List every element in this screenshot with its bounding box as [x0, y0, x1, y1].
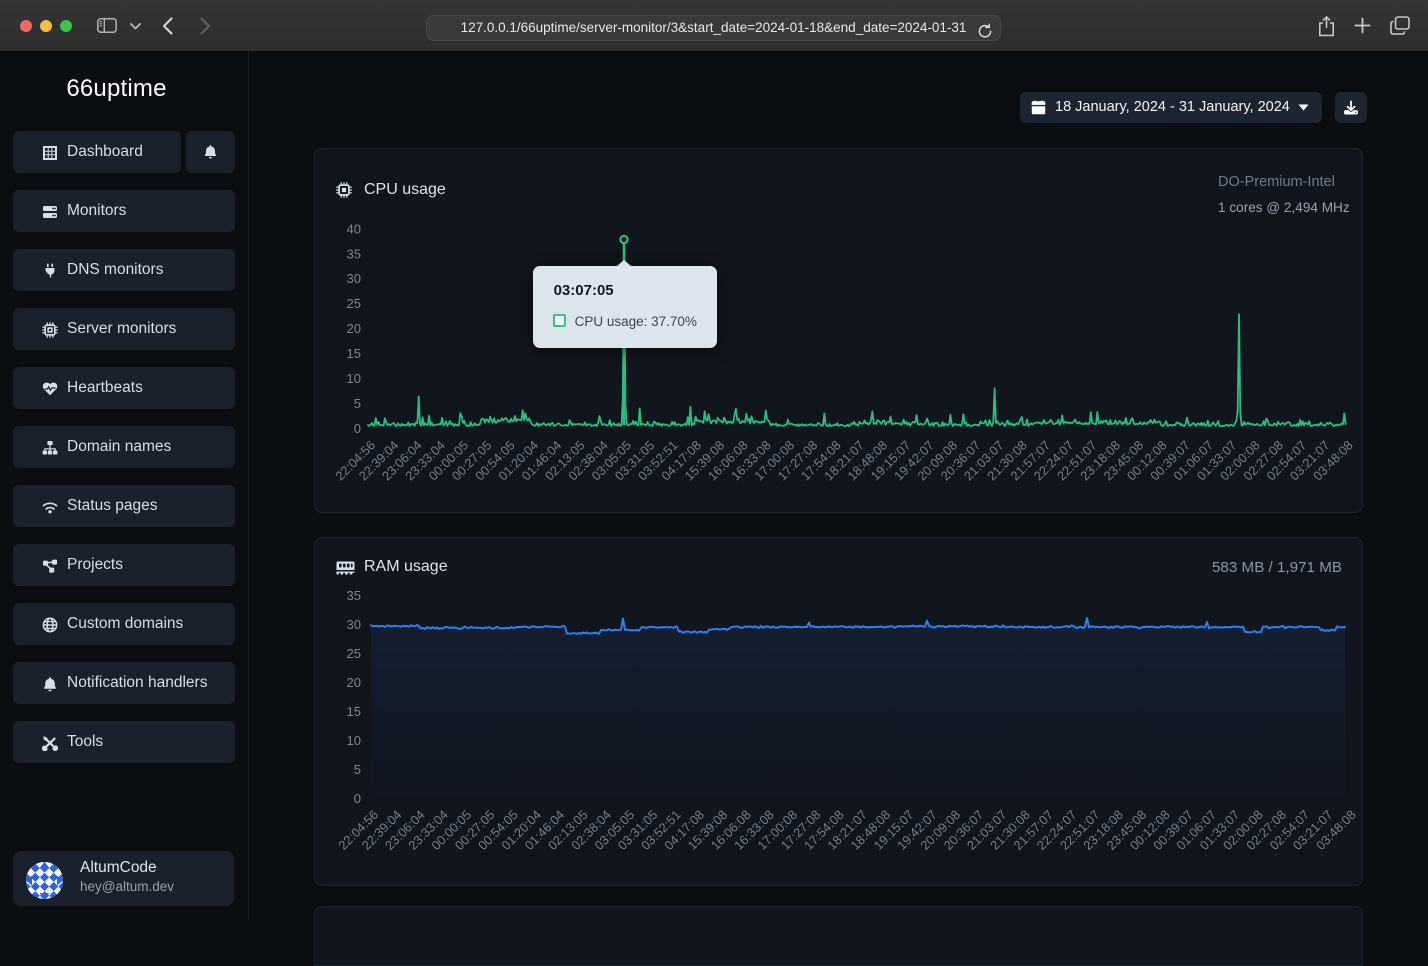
svg-text:30: 30	[347, 271, 361, 286]
svg-text:0: 0	[354, 791, 361, 806]
svg-text:40: 40	[347, 221, 361, 236]
svg-text:10: 10	[347, 371, 361, 386]
svg-text:25: 25	[347, 296, 361, 311]
svg-text:35: 35	[347, 588, 361, 603]
svg-text:25: 25	[347, 646, 361, 661]
svg-text:5: 5	[354, 396, 361, 411]
svg-text:20: 20	[347, 675, 361, 690]
svg-text:30: 30	[347, 617, 361, 632]
svg-text:35: 35	[347, 246, 361, 261]
svg-text:0: 0	[354, 421, 361, 436]
svg-text:20: 20	[347, 321, 361, 336]
svg-text:15: 15	[347, 704, 361, 719]
svg-text:5: 5	[354, 762, 361, 777]
svg-text:15: 15	[347, 346, 361, 361]
svg-text:10: 10	[347, 733, 361, 748]
